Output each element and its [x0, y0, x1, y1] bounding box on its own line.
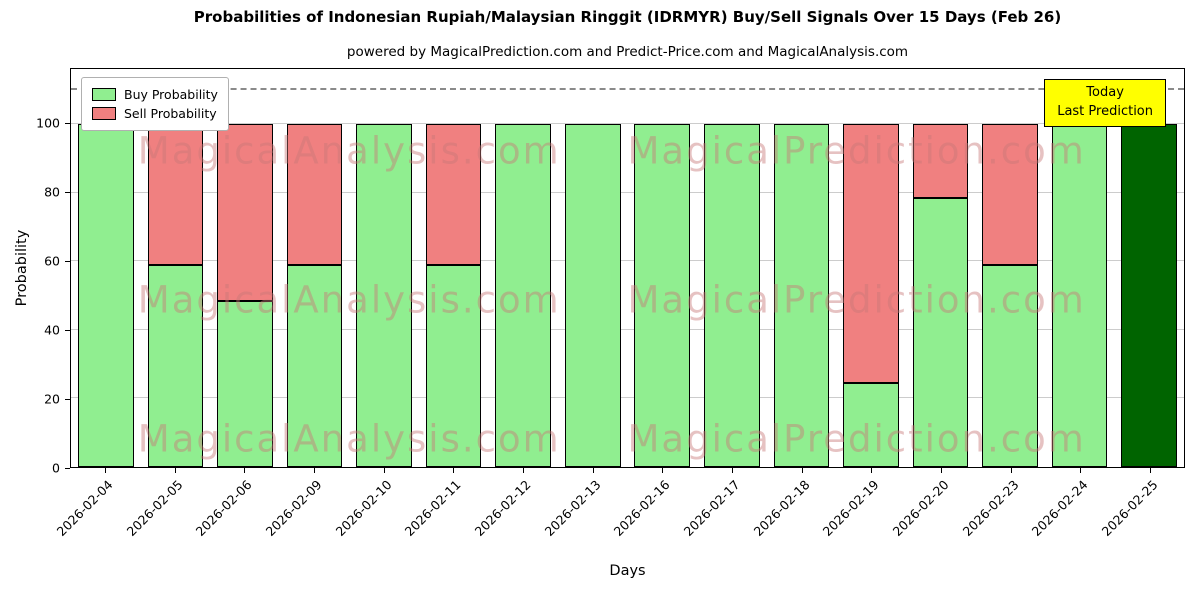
chart-subtitle: powered by MagicalPrediction.com and Pre…	[346, 44, 909, 60]
buy-bar-2026-02-12	[495, 123, 551, 467]
gridline-100	[71, 122, 1184, 124]
y-tick-mark	[65, 330, 70, 332]
gridline-40	[71, 328, 1184, 330]
y-tick-mark	[65, 468, 70, 469]
y-tick-mark	[65, 399, 70, 401]
sell-color-swatch	[92, 107, 116, 120]
buy-bar-2026-02-24	[1051, 123, 1108, 467]
watermark-text: MagicalPrediction.com	[627, 278, 1086, 322]
gridline-20	[71, 397, 1184, 399]
x-tick-label-2026-02-17: 2026-02-17	[680, 477, 743, 539]
buy-bar-2026-02-25	[1121, 123, 1178, 467]
sell-bar-2026-02-06	[217, 123, 273, 301]
y-tick-label-80: 80	[44, 184, 60, 200]
x-tick-label-2026-02-09: 2026-02-09	[262, 477, 325, 539]
watermark-text: MagicalAnalysis.com	[137, 417, 561, 461]
chart-title: Probabilities of Indonesian Rupiah/Malay…	[193, 8, 1062, 26]
x-tick-mark	[453, 468, 455, 473]
x-tick-mark	[174, 468, 176, 473]
x-axis-label: Days	[609, 563, 646, 579]
gridline-60	[71, 260, 1184, 262]
x-tick-mark	[801, 468, 803, 473]
x-tick-mark	[941, 468, 943, 473]
x-tick-label-2026-02-11: 2026-02-11	[401, 477, 464, 539]
today-annotation-line1: Today	[1086, 85, 1124, 100]
x-tick-mark	[1080, 468, 1082, 473]
x-tick-label-2026-02-19: 2026-02-19	[820, 477, 883, 539]
legend-label-sell: Sell Probability	[124, 106, 217, 121]
today-annotation: Today Last Prediction	[1044, 79, 1166, 127]
y-tick-label-100: 100	[36, 115, 60, 131]
y-tick-label-20: 20	[44, 391, 60, 407]
x-tick-label-2026-02-18: 2026-02-18	[750, 477, 813, 539]
buy-bar-2026-02-16	[634, 123, 691, 467]
buy-bar-2026-02-06	[217, 300, 273, 467]
y-tick-label-40: 40	[44, 322, 60, 338]
y-tick-mark	[65, 261, 70, 263]
watermark-text: MagicalPrediction.com	[627, 417, 1086, 461]
plot-area: MagicalAnalysis.com MagicalPrediction.com…	[70, 68, 1185, 468]
buy-bar-2026-02-11	[425, 264, 482, 467]
y-tick-label-60: 60	[44, 253, 60, 269]
threshold-dashed-line	[71, 87, 1184, 90]
x-tick-mark	[1150, 468, 1152, 473]
x-tick-label-2026-02-12: 2026-02-12	[471, 477, 534, 539]
watermark-text: MagicalAnalysis.com	[137, 278, 561, 322]
x-tick-mark	[871, 468, 873, 473]
watermark-text: MagicalAnalysis.com	[137, 129, 561, 173]
x-tick-mark	[104, 468, 106, 473]
sell-bar-2026-02-19	[843, 123, 899, 383]
buy-bar-2026-02-09	[286, 264, 343, 467]
x-tick-label-2026-02-13: 2026-02-13	[541, 477, 604, 539]
x-tick-mark	[592, 468, 594, 473]
x-tick-mark	[662, 468, 664, 473]
buy-bar-2026-02-10	[356, 123, 412, 467]
y-tick-mark	[65, 192, 70, 194]
y-tick-label-0: 0	[52, 460, 60, 476]
buy-bar-2026-02-13	[564, 123, 621, 467]
legend-item-sell: Sell Probability	[92, 106, 218, 121]
x-tick-mark	[313, 468, 315, 473]
buy-bar-2026-02-04	[77, 123, 134, 467]
x-tick-label-2026-02-06: 2026-02-06	[192, 477, 255, 539]
sell-bar-2026-02-09	[286, 123, 343, 265]
gridline-80	[71, 191, 1184, 193]
x-tick-label-2026-02-05: 2026-02-05	[123, 477, 186, 539]
x-tick-mark	[383, 468, 385, 473]
legend-label-buy: Buy Probability	[124, 87, 218, 102]
x-tick-label-2026-02-24: 2026-02-24	[1029, 477, 1092, 539]
x-tick-mark	[244, 468, 246, 473]
x-tick-label-2026-02-16: 2026-02-16	[610, 477, 673, 539]
buy-bar-2026-02-19	[843, 382, 899, 467]
x-tick-label-2026-02-20: 2026-02-20	[889, 477, 952, 539]
x-tick-label-2026-02-04: 2026-02-04	[53, 477, 116, 539]
legend: Buy Probability Sell Probability	[81, 77, 229, 131]
buy-bar-2026-02-18	[773, 123, 830, 467]
legend-item-buy: Buy Probability	[92, 87, 218, 102]
buy-bar-2026-02-20	[912, 197, 969, 467]
x-tick-label-2026-02-23: 2026-02-23	[959, 477, 1022, 539]
sell-bar-2026-02-20	[912, 123, 969, 198]
buy-bar-2026-02-17	[704, 123, 760, 467]
sell-bar-2026-02-23	[982, 123, 1038, 265]
x-tick-mark	[522, 468, 524, 473]
x-tick-label-2026-02-10: 2026-02-10	[332, 477, 395, 539]
buy-bar-2026-02-23	[982, 264, 1038, 467]
x-tick-mark	[732, 468, 734, 473]
sell-bar-2026-02-11	[425, 123, 482, 265]
watermark-text: MagicalPrediction.com	[627, 129, 1086, 173]
buy-bar-2026-02-05	[147, 264, 204, 467]
x-tick-mark	[1010, 468, 1012, 473]
buy-color-swatch	[92, 88, 116, 101]
y-tick-mark	[65, 123, 70, 125]
x-tick-label-2026-02-25: 2026-02-25	[1098, 477, 1161, 539]
today-annotation-line2: Last Prediction	[1057, 103, 1153, 119]
